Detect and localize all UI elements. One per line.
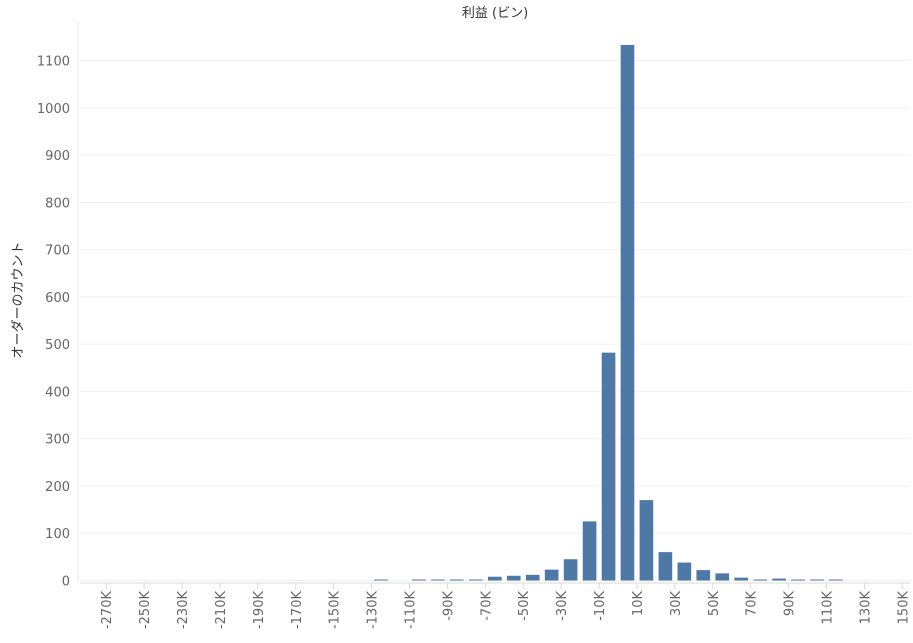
y-axis: 0 100 200 300 400 500 600 700 800 900 1000 1100 xyxy=(37,22,79,590)
x-tick-label: 110K xyxy=(821,591,836,625)
x-tick-label: -70K xyxy=(479,591,494,621)
histogram-bar xyxy=(544,569,559,581)
y-tick-label: 800 xyxy=(45,196,70,211)
y-tick-label: 0 xyxy=(62,575,70,590)
x-tick-label: -90K xyxy=(441,591,456,621)
y-tick-label: 1000 xyxy=(37,102,70,117)
x-tick-label: 50K xyxy=(707,591,722,617)
x-tick-label: -250K xyxy=(138,591,153,630)
histogram-bar xyxy=(791,579,805,581)
histogram-bar xyxy=(412,579,426,581)
x-tick-label: 90K xyxy=(783,591,798,617)
histogram-bar xyxy=(810,579,824,581)
x-tick-label: -30K xyxy=(555,591,570,621)
x-tick-label: -230K xyxy=(176,591,191,630)
histogram-bar xyxy=(639,500,654,581)
x-axis: -270K -250K -230K -210K -190K -170K -150K -130K… xyxy=(80,582,911,630)
y-tick-label: 900 xyxy=(45,149,70,164)
x-tick-label: 10K xyxy=(631,591,646,617)
x-tick-label: -130K xyxy=(366,591,381,630)
histogram-bar xyxy=(772,578,786,581)
x-tick-label: -110K xyxy=(403,591,418,630)
x-tick-label: -270K xyxy=(100,591,115,630)
chart-title: 利益 (ビン) xyxy=(462,6,528,21)
histogram-bar xyxy=(715,573,730,581)
x-tick-label: -190K xyxy=(252,591,267,630)
y-axis-label: オーダーのカウント xyxy=(11,241,26,358)
histogram-bar xyxy=(374,579,388,581)
histogram-bar xyxy=(431,579,445,581)
y-tick-label: 500 xyxy=(45,338,70,353)
x-tick-label: -170K xyxy=(290,591,305,630)
x-tick-label: -10K xyxy=(593,591,608,621)
histogram-bar xyxy=(734,577,749,581)
histogram-bar xyxy=(753,579,767,581)
histogram-bar xyxy=(506,575,521,581)
x-tick-label: 130K xyxy=(858,591,873,625)
y-tick-label: 600 xyxy=(45,291,70,306)
x-tick-label: 30K xyxy=(669,591,684,617)
histogram-bar xyxy=(677,562,692,581)
y-tick-label: 1100 xyxy=(37,55,70,70)
y-tick-label: 100 xyxy=(45,527,70,542)
x-tick-label: -210K xyxy=(214,591,229,630)
histogram-bar xyxy=(563,559,578,581)
x-tick-label: -50K xyxy=(517,591,532,621)
histogram-bar xyxy=(450,579,464,581)
x-tick-label: 150K xyxy=(896,591,911,625)
x-tick-label: 70K xyxy=(745,591,760,617)
histogram-bar xyxy=(829,579,843,581)
x-tick-label: -150K xyxy=(328,591,343,630)
histogram-bar xyxy=(601,352,616,581)
histogram-bar xyxy=(487,576,502,581)
histogram-bar xyxy=(658,552,673,581)
histogram-bar xyxy=(525,574,540,581)
histogram-bar xyxy=(696,570,711,581)
histogram-bar xyxy=(620,44,635,581)
y-tick-label: 300 xyxy=(45,433,70,448)
y-tick-label: 700 xyxy=(45,244,70,259)
gridlines xyxy=(80,60,910,581)
y-tick-label: 200 xyxy=(45,480,70,495)
bars xyxy=(374,44,843,581)
histogram-bar xyxy=(582,521,597,581)
y-tick-label: 400 xyxy=(45,385,70,400)
histogram-bar xyxy=(469,579,483,581)
